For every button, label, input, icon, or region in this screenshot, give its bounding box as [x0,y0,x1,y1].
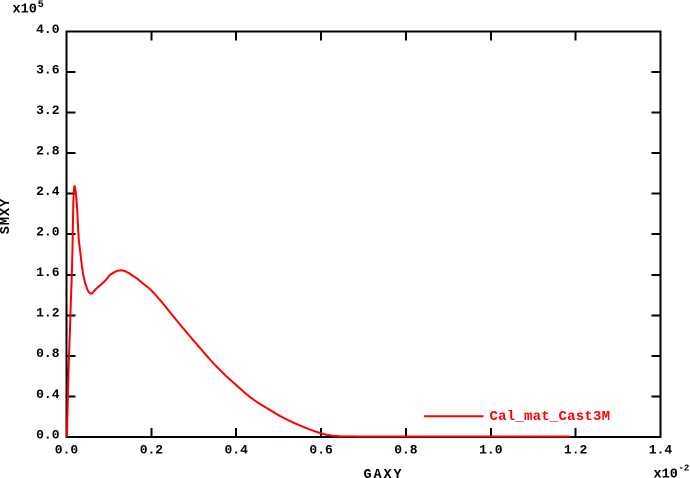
svg-text:4.0: 4.0 [36,22,60,37]
svg-text:x10: x10 [654,468,678,478]
svg-text:0.8: 0.8 [36,346,60,361]
svg-text:1.6: 1.6 [36,265,60,280]
svg-text:1.4: 1.4 [649,443,673,458]
svg-text:1.2: 1.2 [36,306,60,321]
svg-text:0.8: 0.8 [394,443,418,458]
svg-text:0.2: 0.2 [140,443,164,458]
svg-text:x10: x10 [13,3,37,18]
svg-text:3.2: 3.2 [36,103,60,118]
svg-text:2.4: 2.4 [36,184,60,199]
svg-text:-2: -2 [679,464,690,474]
svg-text:3.6: 3.6 [36,63,60,78]
svg-text:5: 5 [38,0,44,11]
svg-text:0.4: 0.4 [224,443,248,458]
svg-text:0.0: 0.0 [36,427,60,442]
svg-text:2.8: 2.8 [36,144,60,159]
svg-text:Cal_mat_Cast3M: Cal_mat_Cast3M [490,409,611,425]
svg-text:0.4: 0.4 [36,387,60,402]
svg-text:2.0: 2.0 [36,225,60,240]
svg-text:0.6: 0.6 [309,443,333,458]
svg-text:1.0: 1.0 [479,443,503,458]
svg-text:GAXY: GAXY [363,468,403,478]
svg-text:1.2: 1.2 [564,443,588,458]
svg-text:0.0: 0.0 [55,443,79,458]
svg-text:SMXY: SMXY [0,198,14,234]
